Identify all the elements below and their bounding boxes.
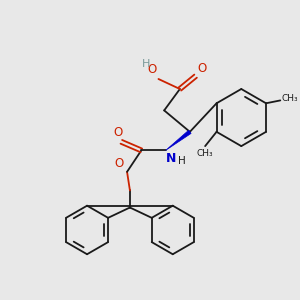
Text: CH₃: CH₃ — [282, 94, 298, 103]
Text: O: O — [148, 63, 157, 76]
Text: H: H — [142, 59, 151, 69]
Text: O: O — [114, 158, 124, 170]
Text: CH₃: CH₃ — [197, 149, 213, 158]
Text: O: O — [197, 62, 206, 75]
Polygon shape — [166, 130, 191, 150]
Text: N: N — [166, 152, 176, 165]
Text: O: O — [114, 126, 123, 139]
Text: H: H — [178, 155, 186, 166]
